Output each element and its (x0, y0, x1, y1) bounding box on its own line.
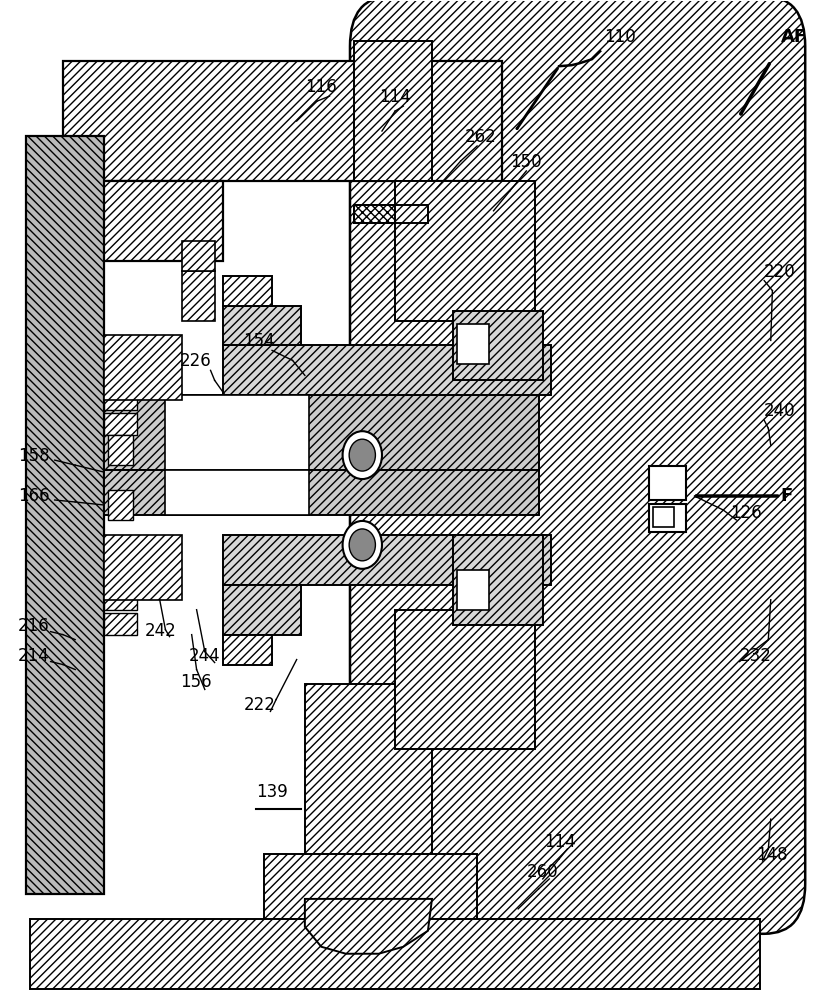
Bar (223, 276, 272, 306)
Bar (26, 136, 104, 894)
Text: 244: 244 (188, 647, 220, 665)
Bar (104, 588, 137, 610)
Circle shape (342, 431, 382, 479)
Text: 154: 154 (244, 332, 275, 350)
Text: 139: 139 (256, 783, 287, 801)
Bar (395, 181, 534, 320)
Text: 232: 232 (740, 647, 771, 665)
Bar (104, 395, 538, 470)
Bar (653, 507, 674, 527)
Text: 114: 114 (379, 88, 411, 106)
Bar (104, 563, 137, 585)
Text: 242: 242 (145, 622, 177, 640)
Bar (354, 205, 428, 223)
Bar (305, 684, 432, 899)
Bar (165, 395, 309, 470)
Text: 214: 214 (18, 647, 49, 665)
Circle shape (349, 439, 375, 471)
Text: 222: 222 (244, 696, 275, 714)
Bar (104, 613, 137, 635)
Bar (182, 241, 215, 271)
Bar (649, 504, 686, 532)
Text: 158: 158 (18, 447, 49, 465)
Bar (104, 363, 137, 385)
Bar (458, 570, 489, 610)
FancyBboxPatch shape (350, 0, 805, 934)
Text: 150: 150 (510, 153, 542, 171)
Bar (104, 388, 137, 410)
Text: F: F (780, 487, 793, 505)
Text: 220: 220 (765, 263, 796, 281)
Polygon shape (305, 899, 432, 954)
Bar (354, 41, 432, 181)
Text: 226: 226 (180, 352, 212, 370)
Bar (104, 338, 137, 360)
Bar (63, 181, 223, 261)
Text: 126: 126 (730, 504, 761, 522)
Bar (104, 535, 182, 600)
Bar (264, 854, 477, 939)
Text: 114: 114 (544, 833, 576, 851)
Bar (63, 61, 502, 181)
Text: 260: 260 (527, 863, 558, 881)
Bar (104, 335, 182, 400)
Bar (165, 470, 309, 515)
Bar (223, 535, 551, 585)
Text: 240: 240 (765, 402, 796, 420)
Text: 216: 216 (18, 617, 49, 635)
Text: 110: 110 (604, 28, 636, 46)
Text: 116: 116 (305, 78, 337, 96)
Circle shape (349, 529, 375, 561)
Bar (458, 324, 489, 364)
Bar (223, 306, 300, 345)
Text: 156: 156 (180, 673, 212, 691)
Text: 262: 262 (465, 128, 496, 146)
Bar (453, 311, 542, 380)
Bar (108, 490, 133, 520)
Bar (223, 635, 272, 665)
Bar (649, 466, 686, 500)
Circle shape (342, 521, 382, 569)
Text: 148: 148 (756, 846, 788, 864)
Bar (104, 470, 538, 515)
Bar (30, 919, 760, 989)
Bar (104, 413, 137, 435)
Bar (354, 205, 428, 223)
Bar (108, 435, 133, 465)
Bar (223, 585, 300, 635)
Text: AF: AF (780, 28, 807, 46)
Text: 166: 166 (18, 487, 49, 505)
Bar (395, 610, 534, 749)
Bar (223, 345, 551, 395)
Bar (182, 271, 215, 320)
Bar (104, 538, 137, 560)
Bar (453, 535, 542, 625)
